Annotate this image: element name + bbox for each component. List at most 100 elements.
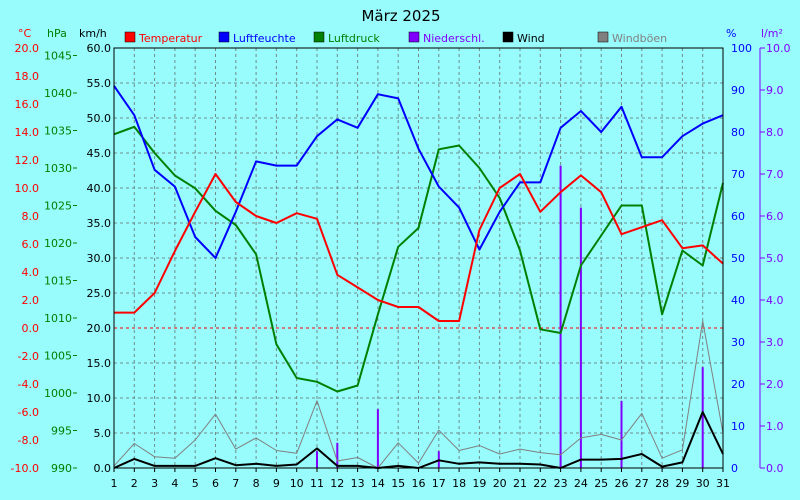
x-tick-label: 9 [273,477,280,490]
temperature-tick-label: -10.0 [11,462,39,475]
temperature-tick-label: 12.0 [15,154,40,167]
x-tick-label: 26 [615,477,629,490]
precipitation-bar [376,409,379,468]
humidity-tick-label: 10 [731,420,745,433]
temperature-tick-label: 8.0 [22,210,40,223]
humidity-tick-label: 100 [731,42,752,55]
wind-tick-label: 60.0 [87,42,112,55]
x-tick-label: 29 [675,477,689,490]
humidity-tick-label: 60 [731,210,745,223]
x-tick-label: 4 [171,477,178,490]
precipitation-tick-label: 6.0 [766,210,784,223]
precipitation-bar [336,442,339,468]
x-tick-label: 31 [716,477,730,490]
wind-tick-label: 10.0 [87,392,112,405]
x-tick-label: 24 [574,477,588,490]
grid [113,47,724,469]
pressure-tick-label: 995 [51,425,72,438]
humidity-tick-label: 40 [731,294,745,307]
temperature-tick-label: -4.0 [18,378,39,391]
x-tick-label: 11 [310,477,324,490]
x-tick-label: 5 [192,477,199,490]
humidity-tick-label: 70 [731,168,745,181]
axis-labels: 1 2 3 4 5 6 7 8 9 10 11 12 13 14 15 16 17 18 19 20 21 22 23 24 2… [11,27,791,490]
precipitation-tick-label: 3.0 [766,336,784,349]
legend-label: Luftdruck [328,32,380,45]
pressure-tick-label: 1005 [44,350,72,363]
x-tick-label: 16 [412,477,426,490]
x-tick-label: 21 [513,477,527,490]
legend-label: Luftfeuchte [233,32,296,45]
temperature-tick-label: 2.0 [22,294,40,307]
precipitation-bar [620,400,623,468]
legend-swatch [597,31,609,43]
chart-title: März 2025 [361,7,440,25]
pressure-tick-label: 1025 [44,200,72,213]
x-tick-label: 18 [452,477,466,490]
x-tick-label: 15 [391,477,405,490]
x-tick-label: 22 [533,477,547,490]
temperature-unit-label: °C [18,27,32,40]
precipitation-tick-label: 5.0 [766,252,784,265]
legend-swatch [408,31,420,43]
pressure-tick-label: 1035 [44,125,72,138]
x-tick-label: 23 [554,477,568,490]
humidity-unit-label: % [726,27,736,40]
humidity-tick-label: 80 [731,126,745,139]
wind-tick-label: 25.0 [87,287,112,300]
x-tick-label: 10 [290,477,304,490]
x-tick-label: 30 [696,477,710,490]
wind-tick-label: 30.0 [87,252,112,265]
temperature-tick-label: 0.0 [22,322,40,335]
precipitation-tick-label: 0.0 [766,462,784,475]
legend-swatch [124,31,136,43]
precipitation-tick-label: 9.0 [766,84,784,97]
x-tick-label: 14 [371,477,385,490]
x-tick-label: 7 [232,477,239,490]
series-line-humidity-1 [113,85,724,259]
humidity-tick-label: 90 [731,84,745,97]
series-line-wind-5 [113,320,724,469]
pressure-unit-label: hPa [47,27,67,40]
series-line-temperature-0 [114,173,724,322]
temperature-tick-label: -8.0 [18,434,39,447]
x-tick-label: 17 [432,477,446,490]
x-tick-label: 27 [635,477,649,490]
temperature-tick-label: 14.0 [15,126,40,139]
wind-tick-label: 0.0 [94,462,112,475]
precipitation-unit-label: l/m² [761,27,783,40]
humidity-tick-label: 50 [731,252,745,265]
temperature-tick-label: -6.0 [18,406,39,419]
wind-tick-label: 50.0 [87,112,112,125]
pressure-tick-label: 1020 [44,237,72,250]
x-tick-label: 12 [330,477,344,490]
pressure-tick-label: 1000 [44,387,72,400]
precipitation-bar [316,451,318,468]
pressure-tick-label: 1045 [44,50,72,63]
legend: Temperatur Luftfeuchte Luftdruck Niederschl… [124,31,667,45]
pressure-tick-label: 990 [51,462,72,475]
x-tick-label: 19 [472,477,486,490]
legend-label: Windböen [612,32,667,45]
x-tick-label: 25 [594,477,608,490]
series-line-pressure-2 [113,125,724,393]
pressure-tick-label: 1030 [44,162,72,175]
legend-label: Temperatur [138,32,203,45]
x-tick-label: 1 [111,477,118,490]
x-tick-label: 28 [655,477,669,490]
precipitation-tick-label: 7.0 [766,168,784,181]
wind-tick-label: 40.0 [87,182,112,195]
humidity-tick-label: 20 [731,378,745,391]
pressure-tick-label: 1040 [44,87,72,100]
legend-label: Niederschl. [423,32,485,45]
humidity-tick-label: 30 [731,336,745,349]
temperature-tick-label: 16.0 [15,98,40,111]
x-tick-label: 3 [151,477,158,490]
legend-swatch [313,31,325,43]
pressure-tick-label: 1015 [44,275,72,288]
wind-tick-label: 55.0 [87,77,112,90]
x-tick-label: 20 [493,477,507,490]
temperature-tick-label: -2.0 [18,350,39,363]
